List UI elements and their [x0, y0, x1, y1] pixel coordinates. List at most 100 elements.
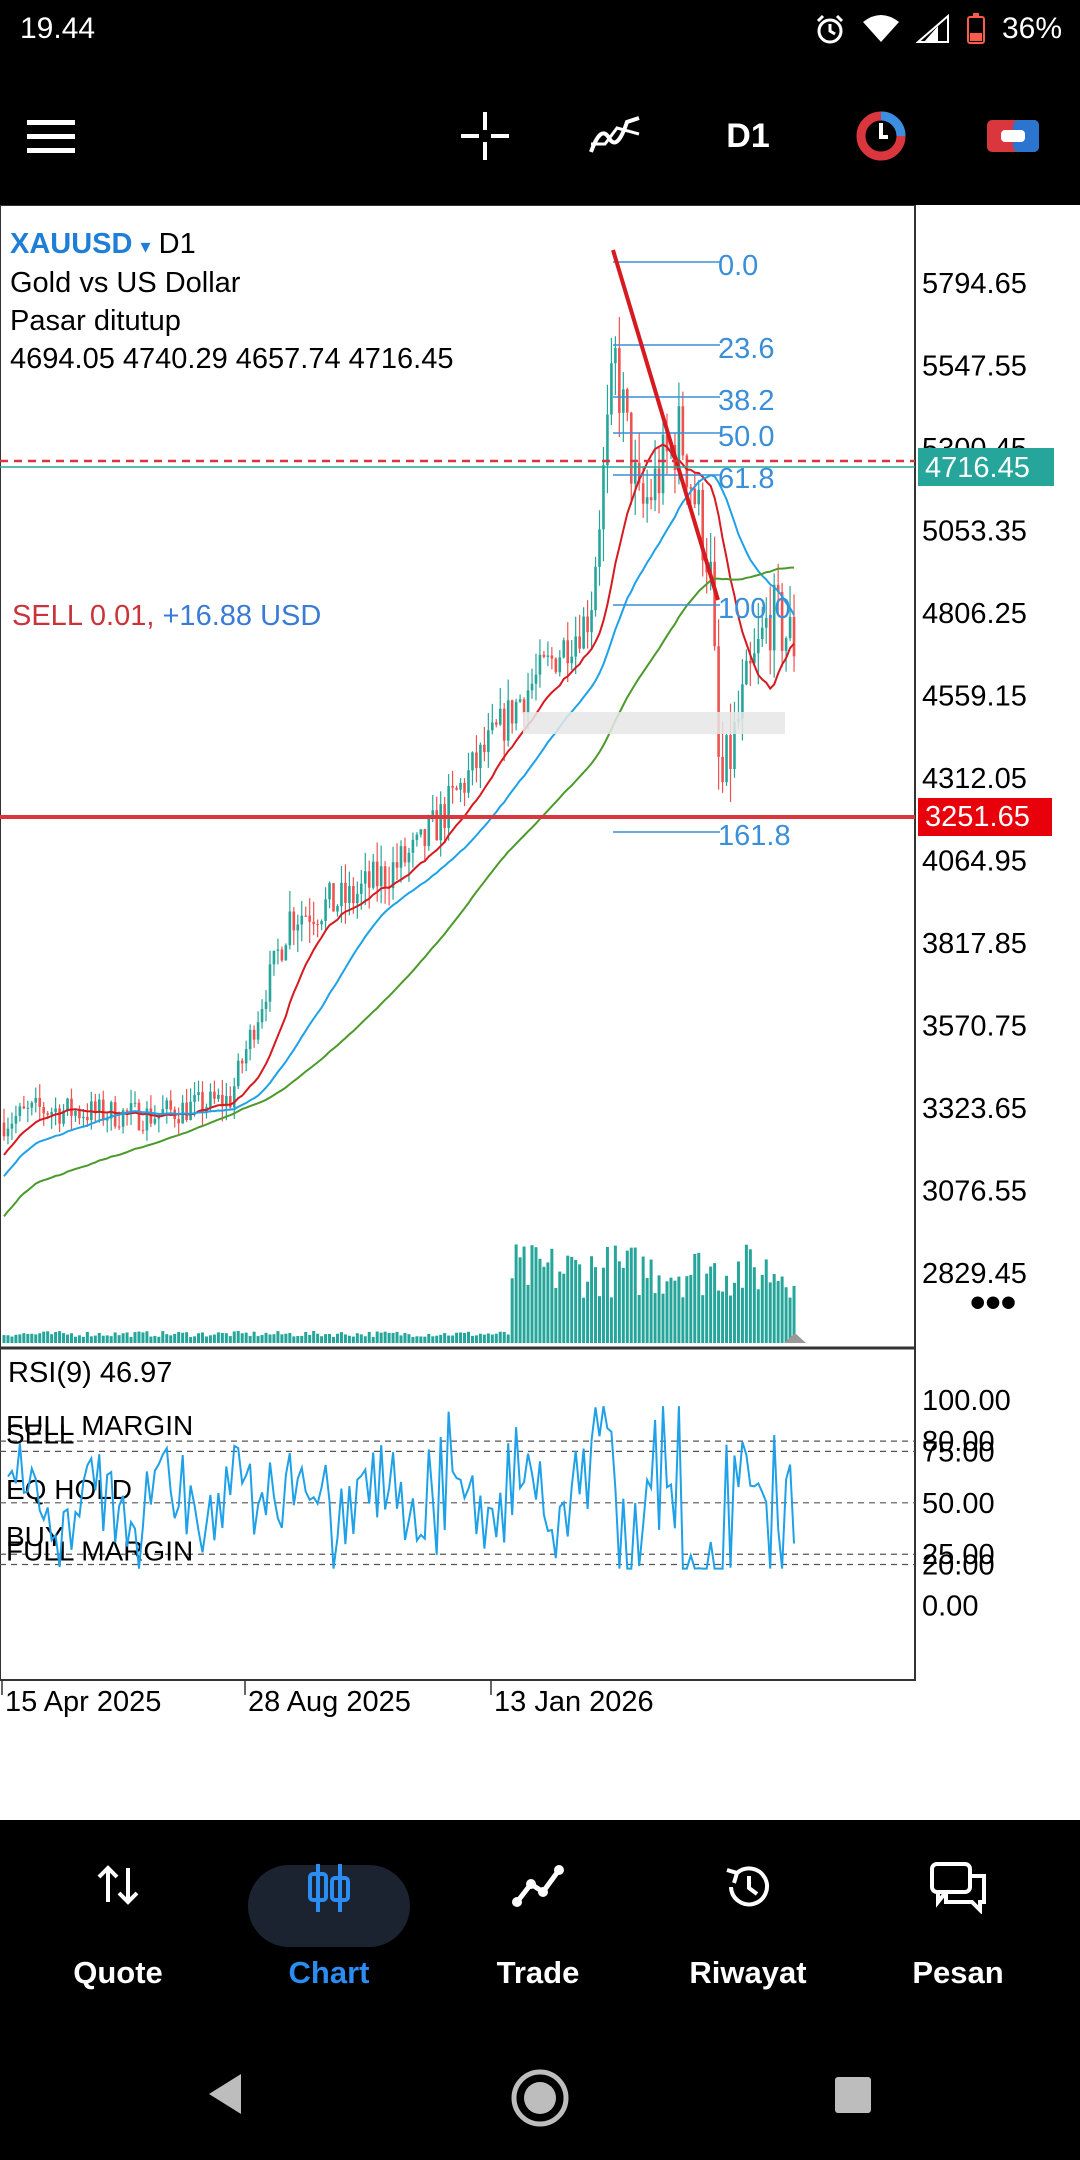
history-icon	[726, 1866, 769, 1907]
volume-bar	[522, 1246, 526, 1343]
volume-bar	[129, 1336, 133, 1343]
volume-bar	[482, 1334, 486, 1343]
symbol-timeframe: D1	[158, 228, 196, 260]
nav-quote[interactable]: Quote	[18, 1820, 218, 2020]
active-tab-indicator	[248, 1865, 410, 1947]
volume-bar	[574, 1259, 578, 1343]
volume-bar	[34, 1334, 38, 1343]
candle-body	[320, 921, 323, 925]
back-icon[interactable]	[205, 2072, 245, 2116]
volume-bar	[73, 1336, 77, 1343]
volume-bar	[280, 1334, 284, 1343]
symbol-header[interactable]: XAUUSD ▾ D1	[10, 228, 196, 261]
candle-body	[101, 1099, 105, 1121]
candle-body	[165, 1100, 169, 1110]
rsi-axis-label: 0.00	[922, 1591, 978, 1623]
volume-bar	[764, 1259, 768, 1343]
status-bar: 19.44 36%	[0, 0, 1080, 65]
moving-average-blue	[3, 474, 795, 1177]
volume-bar	[474, 1335, 478, 1343]
volume-bar	[216, 1332, 220, 1343]
candle-body	[606, 414, 609, 466]
volume-bar	[395, 1331, 399, 1343]
volume-bar	[598, 1296, 601, 1343]
volume-bar	[383, 1331, 387, 1343]
candle-body	[66, 1098, 69, 1111]
trade-icon	[987, 120, 1039, 152]
volume-bar	[69, 1333, 73, 1343]
volume-bar	[709, 1266, 713, 1343]
candle-body	[109, 1102, 113, 1119]
fib-level-label: 0.0	[718, 250, 758, 282]
volume-bar	[748, 1249, 752, 1343]
candle-body	[717, 646, 720, 757]
rsi-level-label: FULL MARGIN	[6, 1536, 193, 1567]
candle-body	[268, 964, 272, 1002]
volume-bar	[197, 1333, 201, 1343]
menu-button[interactable]	[16, 101, 86, 171]
volume-bar	[582, 1297, 586, 1343]
volume-bar	[772, 1273, 776, 1343]
symbol-name[interactable]: XAUUSD	[10, 228, 133, 260]
candle-body	[550, 655, 554, 659]
candle-body	[78, 1110, 81, 1119]
candle-body	[491, 722, 494, 731]
crosshair-button[interactable]	[450, 101, 520, 171]
volume-bar	[109, 1336, 113, 1343]
volume-bar	[423, 1336, 427, 1343]
candle-body	[201, 1092, 204, 1113]
volume-bar	[296, 1335, 300, 1343]
objects-button[interactable]	[846, 101, 916, 171]
battery-percent: 36%	[1001, 12, 1062, 45]
candle-body	[784, 638, 788, 651]
volume-bar	[629, 1247, 633, 1343]
candle-body	[105, 1118, 109, 1121]
volume-bar	[161, 1331, 165, 1343]
candle-body	[772, 584, 776, 651]
volume-bar	[66, 1334, 70, 1343]
volume-bar	[530, 1245, 534, 1343]
current-price-label: 4716.45	[925, 452, 1030, 484]
volume-bar	[6, 1335, 10, 1343]
candle-body	[582, 616, 585, 649]
volume-bar	[518, 1257, 522, 1343]
volume-bar	[248, 1336, 252, 1343]
nav-label-trade: Trade	[496, 1955, 580, 1990]
nav-riwayat[interactable]: Riwayat	[648, 1820, 848, 2020]
volume-bar	[351, 1336, 355, 1343]
candle-body	[645, 497, 649, 504]
nav-chart[interactable]: Chart	[229, 1820, 429, 2020]
candle-body	[391, 862, 395, 889]
volume-bar	[343, 1334, 347, 1343]
volume-bar	[466, 1331, 470, 1343]
chart-area[interactable]: 5794.655547.555300.455053.354806.254559.…	[0, 205, 1080, 1820]
trade-button[interactable]	[978, 101, 1048, 171]
candle-body	[153, 1118, 157, 1124]
candle-body	[117, 1126, 121, 1128]
candle-body	[407, 852, 411, 863]
nav-pesan[interactable]: Pesan	[858, 1820, 1058, 2020]
candle-body	[340, 882, 343, 907]
volume-bar	[661, 1293, 665, 1343]
candle-body	[502, 708, 506, 741]
candle-body	[514, 701, 518, 724]
candle-body	[574, 636, 577, 657]
volume-bar	[470, 1335, 474, 1343]
recents-icon[interactable]	[833, 2075, 873, 2115]
volume-bar	[256, 1336, 260, 1343]
position-label[interactable]: SELL 0.01, +16.88 USD	[12, 600, 321, 633]
nav-trade[interactable]: Trade	[438, 1820, 638, 2020]
symbol-dropdown-icon[interactable]: ▾	[140, 236, 151, 258]
candle-body	[145, 1108, 149, 1131]
timeframe-button[interactable]: D1	[713, 101, 783, 171]
volume-bar	[18, 1334, 22, 1343]
volume-bar	[137, 1331, 141, 1343]
volume-bar	[93, 1335, 97, 1343]
volume-bar	[617, 1261, 621, 1343]
candle-body	[197, 1092, 200, 1096]
candle-body	[137, 1102, 141, 1130]
price-chart[interactable]: 5794.655547.555300.455053.354806.254559.…	[0, 205, 1080, 1820]
home-icon[interactable]	[510, 2068, 570, 2128]
indicators-button[interactable]	[580, 101, 650, 171]
volume-bar	[645, 1278, 649, 1343]
